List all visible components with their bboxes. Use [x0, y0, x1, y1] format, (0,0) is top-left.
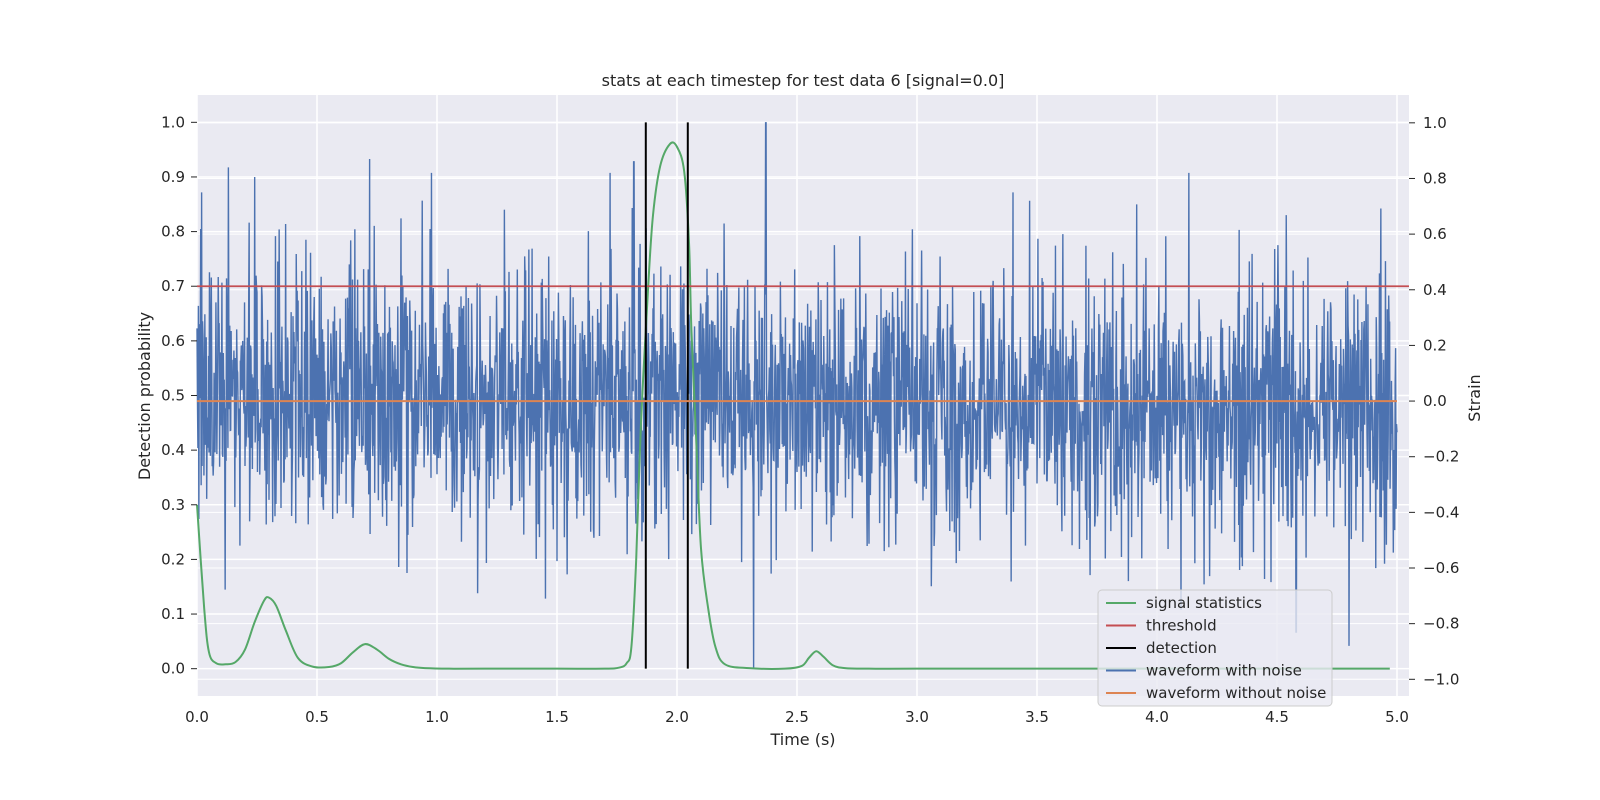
y-axis-label-left: Detection probability [135, 312, 154, 480]
y-tick-label-left: 0.2 [161, 550, 185, 568]
x-tick-label: 0.0 [185, 708, 209, 726]
x-tick-label: 2.0 [665, 708, 689, 726]
y-tick-label-left: 0.4 [161, 441, 185, 459]
legend: signal statistics threshold detection wavef… [1097, 589, 1333, 707]
y-tick-label-right: −0.8 [1423, 615, 1459, 633]
y-tick-label-left: 0.9 [161, 168, 185, 186]
x-tick-label: 3.5 [1025, 708, 1049, 726]
y-tick-label-left: 0.0 [161, 660, 185, 678]
y-tick-label-left: 1.0 [161, 113, 185, 131]
y-tick-label-right: −1.0 [1423, 670, 1459, 688]
ticks: 0.0 0.5 1.0 1.5 2.0 2.5 3.0 3.5 4.0 4.5 5.0 0.0 0.1 0… [161, 113, 1459, 726]
x-axis-label: Time (s) [769, 730, 835, 749]
y-tick-label-right: 0.4 [1423, 281, 1447, 299]
series-signal-statistics [196, 141, 1390, 670]
x-tick-label: 5.0 [1385, 708, 1409, 726]
legend-box [1097, 589, 1333, 707]
x-tick-label: 1.5 [545, 708, 569, 726]
y-tick-label-left: 0.7 [161, 277, 185, 295]
legend-label: waveform without noise [1146, 684, 1326, 702]
series-layer [196, 122, 1409, 670]
y-tick-label-left: 0.6 [161, 332, 185, 350]
legend-label: detection [1146, 639, 1217, 657]
x-tick-label: 0.5 [305, 708, 329, 726]
x-tick-label: 1.0 [425, 708, 449, 726]
x-tick-label: 3.0 [905, 708, 929, 726]
x-tick-label: 4.0 [1145, 708, 1169, 726]
y-tick-label-right: −0.2 [1423, 448, 1459, 466]
x-tick-label: 2.5 [785, 708, 809, 726]
y-tick-label-right: 0.6 [1423, 225, 1447, 243]
series-waveform-with-noise [196, 122, 1398, 669]
y-tick-label-right: 0.0 [1423, 392, 1447, 410]
y-tick-label-left: 0.8 [161, 223, 185, 241]
y-tick-label-left: 0.5 [161, 387, 185, 405]
y-tick-label-right: 0.2 [1423, 336, 1447, 354]
y-tick-label-right: −0.6 [1423, 559, 1459, 577]
y-axis-label-right: Strain [1465, 374, 1484, 421]
y-tick-label-right: 0.8 [1423, 169, 1447, 187]
chart-title: stats at each timestep for test data 6 [… [602, 71, 1005, 90]
y-tick-label-right: 1.0 [1423, 114, 1447, 132]
legend-label: signal statistics [1146, 594, 1262, 612]
y-tick-label-right: −0.4 [1423, 503, 1459, 521]
y-tick-label-left: 0.1 [161, 605, 185, 623]
legend-label: threshold [1146, 617, 1217, 635]
legend-label: waveform with noise [1146, 662, 1302, 680]
x-tick-label: 4.5 [1265, 708, 1289, 726]
y-tick-label-left: 0.3 [161, 496, 185, 514]
